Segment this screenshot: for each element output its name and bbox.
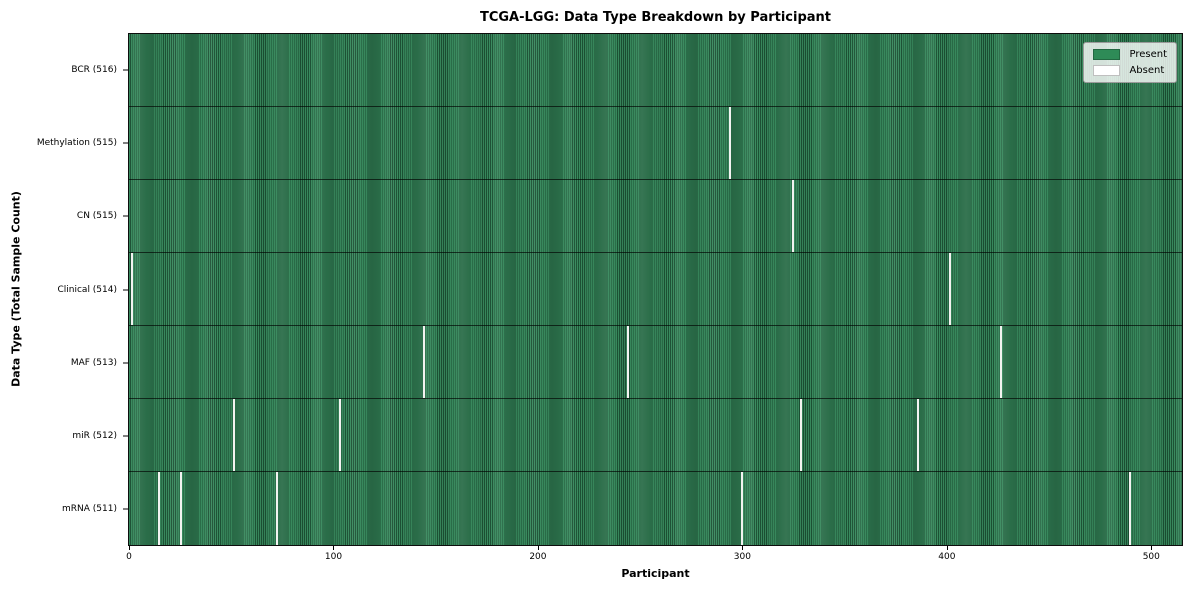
plot-area: Present Absent (128, 33, 1183, 546)
row-Clinical (129, 253, 1182, 326)
y-tick-label: BCR (516) (71, 64, 117, 75)
x-tick-mark (333, 546, 335, 550)
absent-marker (131, 253, 134, 325)
legend-label-present: Present (1129, 49, 1167, 60)
x-axis-title: Participant (621, 567, 690, 580)
y-tick-label: mRNA (511) (62, 504, 117, 515)
absent-marker (157, 472, 160, 545)
absent-swatch (1093, 65, 1121, 76)
x-tick-mark (946, 546, 948, 550)
absent-marker (180, 472, 183, 545)
legend-entry-present: Present (1093, 49, 1167, 60)
y-tick-mark (123, 69, 128, 71)
row-MAF (129, 326, 1182, 399)
absent-marker (728, 107, 731, 179)
y-tick-labels: BCR (516) Methylation (515) CN (515) Clinic… (0, 33, 128, 546)
y-tick-label: Clinical (514) (57, 284, 117, 295)
chart-title: TCGA-LGG: Data Type Breakdown by Partici… (479, 10, 832, 25)
absent-marker (741, 472, 744, 545)
x-tick-label: 300 (733, 552, 751, 562)
absent-marker (800, 399, 803, 471)
row-Methylation (129, 107, 1182, 180)
row-BCR (129, 34, 1182, 107)
absent-marker (792, 180, 795, 252)
absent-marker (422, 326, 425, 398)
absent-marker (626, 326, 629, 398)
x-tick-label: 400 (938, 552, 956, 562)
absent-marker (949, 253, 952, 325)
x-tick-mark (537, 546, 539, 550)
y-tick-mark (123, 508, 128, 510)
x-tick-mark (129, 546, 131, 550)
x-tick-label: 100 (324, 552, 343, 562)
legend-entry-absent: Absent (1093, 65, 1167, 76)
x-tick-mark (742, 546, 744, 550)
legend: Present Absent (1083, 42, 1177, 83)
legend-label-absent: Absent (1129, 65, 1165, 76)
row-miR (129, 399, 1182, 472)
y-tick-mark (123, 215, 128, 217)
y-tick-label: Methylation (515) (36, 137, 117, 148)
y-tick-label: MAF (513) (70, 357, 117, 368)
y-tick-mark (123, 435, 128, 437)
y-tick-label: CN (515) (76, 211, 117, 222)
absent-marker (233, 399, 236, 471)
present-swatch (1093, 49, 1121, 60)
x-tick-label: 0 (126, 552, 132, 562)
x-tick-mark (1151, 546, 1153, 550)
x-tick-label: 200 (529, 552, 547, 562)
y-tick-mark (123, 142, 128, 144)
absent-marker (916, 399, 919, 471)
y-tick-mark (123, 289, 128, 290)
absent-marker (1128, 472, 1131, 545)
absent-marker (339, 399, 342, 471)
x-tick-label: 500 (1142, 552, 1160, 562)
y-tick-label: miR (512) (72, 431, 117, 442)
absent-marker (275, 472, 278, 545)
row-mRNA (129, 472, 1182, 545)
y-tick-mark (123, 362, 128, 364)
row-CN (129, 180, 1182, 253)
x-tick-labels: 0 100 200 300 400 500 (126, 546, 1183, 570)
absent-marker (1000, 326, 1003, 398)
